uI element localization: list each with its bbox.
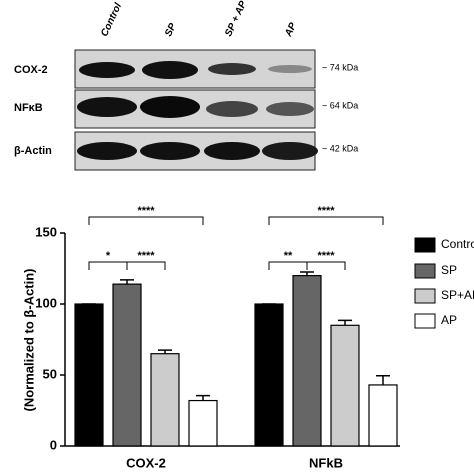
significance-label: * [106,250,111,262]
row-label: NFκB [14,102,43,114]
significance-label: ** [284,250,293,262]
x-tick-label: COX-2 [126,455,166,470]
error-bar [338,319,352,326]
legend-swatch [414,263,436,279]
band [140,142,200,160]
band [142,61,198,79]
significance-bracket [126,261,166,270]
y-tick-label: 50 [43,366,57,381]
band [77,97,137,117]
bar [112,283,142,447]
y-tick-label: 100 [35,295,57,310]
significance-bracket [268,261,308,270]
bar [368,384,398,447]
error-bar [120,279,134,285]
significance-bracket [306,261,346,270]
bar [330,324,360,447]
significance-label: **** [317,205,335,217]
legend-label: SP+AP [441,288,474,302]
lane-label: Control [99,1,124,38]
y-axis-label: (Normalized to β-Actin) [21,269,36,412]
legend-label: SP [441,263,457,277]
bar [74,303,104,447]
band [268,65,312,73]
significance-bracket [88,261,128,270]
band [204,142,260,160]
blot-image [74,49,318,171]
band [262,142,318,160]
error-bar [196,394,210,401]
kda-label: ~ 74 kDa [322,62,358,72]
significance-label: **** [137,205,155,217]
legend-swatch [414,237,436,253]
y-tick-label: 0 [50,437,57,452]
band [77,142,137,160]
legend-swatch [414,313,436,329]
band [266,102,314,116]
band [208,63,256,75]
band [79,62,135,78]
significance-bracket [268,216,384,225]
row-label: COX-2 [14,64,48,76]
bar [254,303,284,447]
row-label: β-Actin [14,145,52,157]
error-bar [300,271,314,276]
error-bar [376,374,390,385]
significance-label: **** [137,250,155,262]
legend-swatch [414,288,436,304]
lane-label: SP + AP [223,0,249,38]
kda-label: ~ 42 kDa [322,143,358,153]
kda-label: ~ 64 kDa [322,100,358,110]
significance-label: **** [317,250,335,262]
lane-label: SP [163,21,179,38]
bar [188,399,218,447]
band [140,96,200,118]
legend-label: AP [441,313,457,327]
significance-bracket [88,216,204,225]
x-tick-label: NFkB [309,455,343,470]
bar [150,353,180,447]
bar [292,275,322,447]
lane-label: AP [283,21,299,39]
legend-label: Control [441,237,474,251]
error-bar [158,349,172,354]
y-tick-label: 150 [35,224,57,239]
band [206,101,258,117]
